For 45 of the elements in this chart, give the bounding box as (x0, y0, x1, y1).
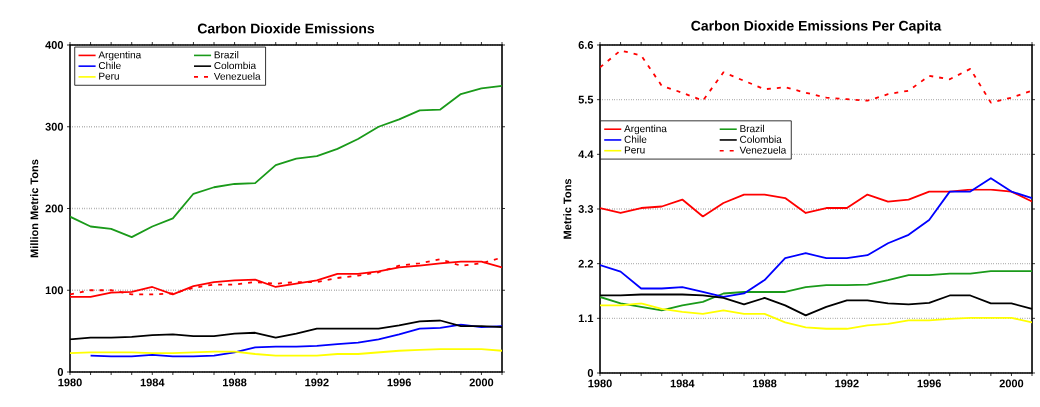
y-tick-label: 1.1 (578, 314, 594, 323)
y-tick-label: 400 (45, 41, 64, 49)
x-tick-label: 1996 (917, 379, 941, 388)
x-tick-label: 1996 (387, 378, 411, 387)
legend-label: Peru (99, 72, 119, 80)
legend-label: Venezuela (213, 72, 261, 80)
x-tick-label: 1988 (753, 379, 777, 388)
legend-label: Chile (624, 135, 647, 143)
x-tick-label: 1980 (588, 379, 612, 388)
legend-label: Argentina (98, 51, 142, 61)
line-series (600, 49, 1033, 104)
x-tick-label: 1984 (140, 378, 165, 387)
y-axis-title: Million Metric Tons (30, 159, 39, 258)
x-tick-label: 2000 (999, 379, 1024, 388)
legend-label: Colombia (740, 135, 782, 143)
y-tick-label: 100 (45, 286, 64, 295)
legend-label: Peru (624, 146, 645, 154)
y-tick-label: 0 (587, 369, 594, 377)
y-tick-label: 300 (45, 122, 64, 131)
legend-label: Chile (98, 61, 121, 70)
y-tick-label: 3.3 (578, 205, 594, 213)
x-tick-label: 1992 (835, 379, 859, 388)
legend-label: Brazil (740, 124, 764, 133)
y-tick-label: 200 (45, 204, 64, 213)
legend-label: Venezuela (739, 146, 787, 154)
x-tick-label: 2000 (469, 378, 494, 387)
y-tick-label: 6.6 (578, 41, 594, 49)
line-series (70, 84, 503, 239)
line-series (89, 323, 503, 358)
x-tick-label: 1984 (670, 379, 695, 388)
legend-label: Argentina (624, 124, 667, 135)
y-tick-label: 2.2 (578, 259, 594, 268)
y-tick-label: 0 (57, 368, 64, 376)
y-tick-label: 5.5 (578, 95, 594, 104)
line-series (600, 177, 1033, 298)
x-tick-label: 1992 (305, 378, 329, 387)
x-tick-label: 1988 (223, 378, 247, 387)
legend-label: Colombia (214, 61, 257, 70)
x-tick-label: 1980 (58, 378, 82, 387)
y-tick-label: 4.4 (578, 150, 594, 159)
chart-title: Carbon Dioxide Emissions (197, 23, 375, 34)
legend-label: Brazil (214, 51, 239, 59)
line-series (600, 188, 1033, 218)
y-axis-title: Metric Tons (563, 178, 572, 239)
chart-title: Carbon Dioxide Emissions Per Capita (691, 20, 942, 34)
